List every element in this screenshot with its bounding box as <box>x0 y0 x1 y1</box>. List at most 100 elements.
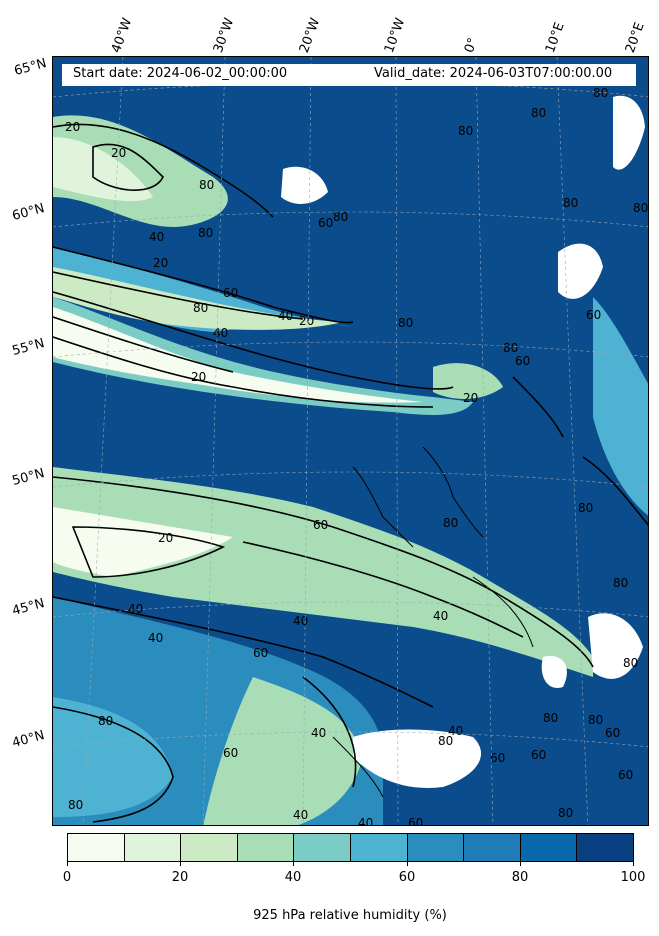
coastline-britain <box>422 446 484 538</box>
contour-label: 80 <box>588 713 603 727</box>
coastline-ireland <box>352 466 414 548</box>
graticule-line <box>302 57 312 825</box>
contour-label: 60 <box>253 646 268 660</box>
contour-label: 80 <box>398 316 413 330</box>
contour-label: 60 <box>223 746 238 760</box>
graticule-line <box>395 57 399 825</box>
graticule-line <box>202 57 226 825</box>
lat-label-45n: 45°N <box>10 596 47 619</box>
contour-line <box>582 456 648 526</box>
contour-label: 80 <box>563 196 578 210</box>
graticule-line <box>53 471 648 488</box>
band-south-driest <box>53 507 233 577</box>
colorbar-title: 925 hPa relative humidity (%) <box>253 908 447 923</box>
contour-label: 60 <box>605 726 620 740</box>
graticule-line <box>475 57 494 825</box>
contour-label: 80 <box>198 226 213 240</box>
contour-label: 40 <box>278 309 293 323</box>
band-mid-driest <box>53 307 423 403</box>
contour-label: 80 <box>333 210 348 224</box>
graticule-line <box>53 341 648 358</box>
contour-label: 80 <box>613 576 628 590</box>
graticule-line <box>53 601 648 618</box>
colorbar-segment <box>294 834 351 861</box>
contour-label: 40 <box>293 808 308 822</box>
lat-label-50n: 50°N <box>10 466 47 489</box>
contour-label: 20 <box>191 370 206 384</box>
colorbar-segment <box>407 834 465 861</box>
lon-label-20e: 20°E <box>622 20 648 55</box>
lat-label-40n: 40°N <box>10 728 47 751</box>
contour-label: 80 <box>98 714 113 728</box>
lon-label-0: 0° <box>461 35 482 55</box>
colorbar-tick-label: 60 <box>398 870 416 885</box>
lat-label-60n: 60°N <box>10 201 47 224</box>
contour-label: 80 <box>193 301 208 315</box>
colorbar-tick-label: 20 <box>171 870 189 885</box>
lat-label-65n: 65°N <box>12 56 49 79</box>
contour-label: 60 <box>408 816 423 826</box>
lon-label-20w: 20°W <box>296 16 324 55</box>
contour-line <box>53 291 454 390</box>
contour-line <box>53 596 434 708</box>
band-south-1 <box>53 467 593 677</box>
contour-line <box>242 541 524 638</box>
missing-alps <box>541 656 567 688</box>
band-iberia <box>203 677 363 825</box>
coastlines <box>332 446 534 798</box>
contour-label: 40 <box>148 631 163 645</box>
contour-label: 40 <box>311 726 326 740</box>
contour-line <box>53 336 434 408</box>
contour-label: 60 <box>490 751 505 765</box>
missing-italy <box>588 613 643 679</box>
graticule-line <box>556 57 589 825</box>
colorbar-segment <box>464 834 521 861</box>
contour-line <box>53 476 594 668</box>
colorbar-segment <box>520 834 578 861</box>
contour-line <box>53 246 354 324</box>
contour-line <box>512 376 564 438</box>
humidity-map: 20 20 40 80 80 80 60 80 80 80 80 80 40 2… <box>52 56 649 826</box>
contour-label: 40 <box>213 326 228 340</box>
contour-label: 80 <box>623 656 638 670</box>
contour-label: 80 <box>633 201 648 215</box>
colorbar-segment <box>68 834 125 861</box>
lon-label-10e: 10°E <box>542 20 568 55</box>
colorbar <box>67 833 634 862</box>
contour-label: 60 <box>531 748 546 762</box>
colorbar-tick <box>67 862 68 866</box>
contour-lines <box>53 123 648 823</box>
coastline-iberia <box>332 736 384 798</box>
colorbar-segment <box>350 834 408 861</box>
contour-label: 80 <box>443 516 458 530</box>
contour-line <box>53 123 274 218</box>
contour-label: 20 <box>65 120 80 134</box>
colorbar-segment <box>577 834 633 861</box>
contour-label: 60 <box>618 768 633 782</box>
contour-label: 80 <box>68 798 83 812</box>
colorbar-tick-label: 80 <box>511 870 529 885</box>
contour-label: 40 <box>293 614 308 628</box>
colorbar-tick <box>293 862 294 866</box>
contour-line <box>53 706 174 823</box>
contour-label: 80 <box>531 106 546 120</box>
contour-label: 60 <box>515 354 530 368</box>
contour-label: 80 <box>199 178 214 192</box>
contour-label: 40 <box>128 602 143 616</box>
contour-label: 20 <box>299 314 314 328</box>
graticule-line <box>53 731 648 748</box>
contour-line <box>53 271 304 320</box>
contour-label: 40 <box>358 816 373 826</box>
contour-label: 80 <box>578 501 593 515</box>
band-north-dry <box>53 115 228 227</box>
graticule-line <box>82 57 124 825</box>
lat-label-55n: 55°N <box>10 336 47 359</box>
contour-label: 40 <box>433 609 448 623</box>
lon-label-30w: 30°W <box>210 16 238 55</box>
contour-label: 60 <box>586 308 601 322</box>
coastline-france <box>472 576 534 648</box>
contour-label: 60 <box>313 518 328 532</box>
contour-label: 20 <box>153 256 168 270</box>
header-band <box>62 64 636 86</box>
missing-iberia <box>353 729 482 788</box>
